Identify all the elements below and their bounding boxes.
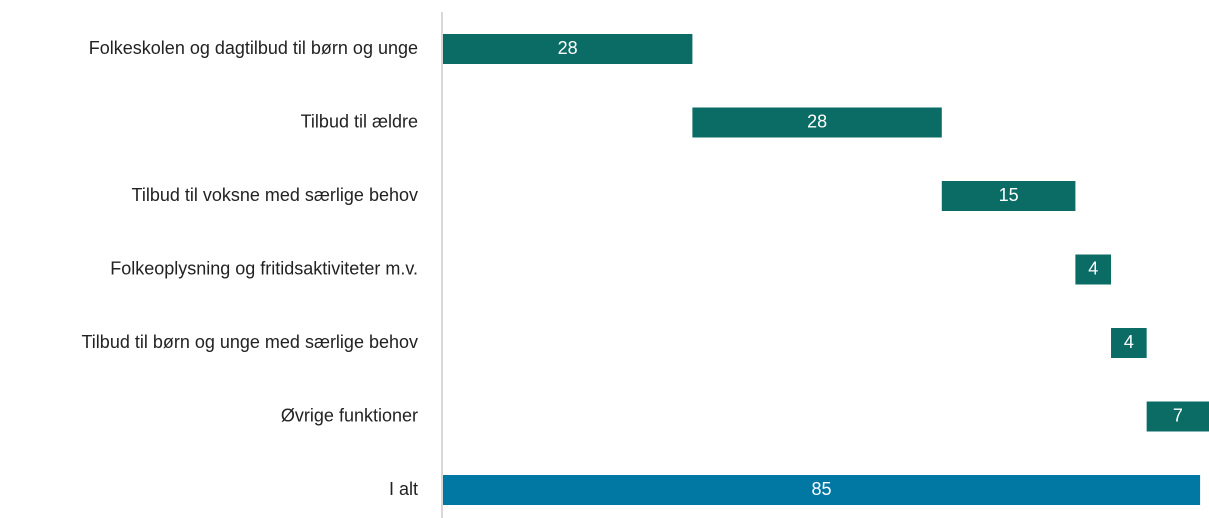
- value-label: 7: [1173, 405, 1183, 425]
- category-label: Tilbud til ældre: [301, 111, 418, 131]
- value-label: 4: [1088, 258, 1098, 278]
- bar: [1146, 401, 1209, 432]
- value-label: 28: [807, 111, 827, 131]
- category-label: Tilbud til børn og unge med særlige beho…: [81, 332, 418, 352]
- bar: [692, 107, 942, 138]
- category-label: Tilbud til voksne med særlige behov: [132, 185, 418, 205]
- value-label: 15: [999, 185, 1019, 205]
- category-label: I alt: [389, 479, 418, 499]
- value-label: 4: [1124, 332, 1134, 352]
- bar: [1111, 328, 1147, 358]
- category-label: Folkeoplysning og fritidsaktiviteter m.v…: [110, 258, 418, 278]
- bar: [1075, 254, 1112, 285]
- value-label: 85: [812, 479, 832, 499]
- category-label: Folkeskolen og dagtilbud til børn og ung…: [89, 38, 418, 58]
- value-label: 28: [558, 38, 578, 58]
- total-bar: [443, 475, 1201, 505]
- category-label: Øvrige funktioner: [281, 405, 418, 425]
- bar: [941, 181, 1076, 211]
- bar: [443, 34, 693, 64]
